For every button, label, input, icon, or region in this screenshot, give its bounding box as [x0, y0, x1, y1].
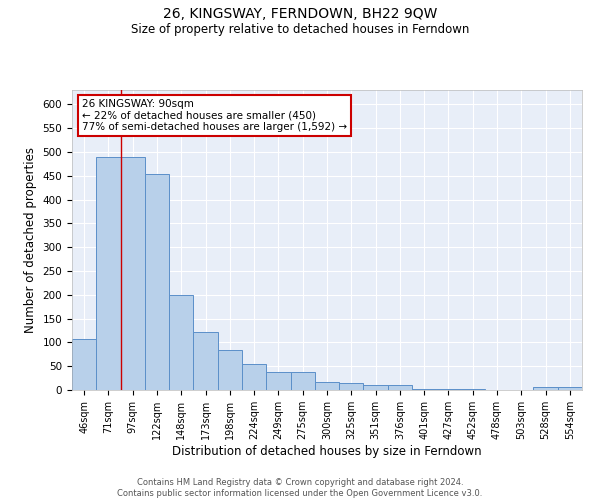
- Text: Contains HM Land Registry data © Crown copyright and database right 2024.
Contai: Contains HM Land Registry data © Crown c…: [118, 478, 482, 498]
- Bar: [169, 295, 193, 390]
- Bar: [533, 387, 558, 390]
- Bar: [412, 388, 436, 390]
- Bar: [364, 385, 388, 390]
- Bar: [315, 382, 339, 390]
- Text: 26 KINGSWAY: 90sqm
← 22% of detached houses are smaller (450)
77% of semi-detach: 26 KINGSWAY: 90sqm ← 22% of detached hou…: [82, 99, 347, 132]
- Bar: [436, 388, 461, 390]
- Text: Size of property relative to detached houses in Ferndown: Size of property relative to detached ho…: [131, 22, 469, 36]
- Bar: [193, 332, 218, 390]
- Bar: [72, 339, 96, 390]
- Bar: [218, 350, 242, 390]
- X-axis label: Distribution of detached houses by size in Ferndown: Distribution of detached houses by size …: [172, 445, 482, 458]
- Bar: [96, 156, 121, 390]
- Bar: [145, 174, 169, 390]
- Bar: [339, 384, 364, 390]
- Text: 26, KINGSWAY, FERNDOWN, BH22 9QW: 26, KINGSWAY, FERNDOWN, BH22 9QW: [163, 8, 437, 22]
- Bar: [290, 372, 315, 390]
- Bar: [388, 385, 412, 390]
- Bar: [266, 372, 290, 390]
- Bar: [461, 388, 485, 390]
- Bar: [121, 156, 145, 390]
- Bar: [558, 387, 582, 390]
- Bar: [242, 364, 266, 390]
- Y-axis label: Number of detached properties: Number of detached properties: [24, 147, 37, 333]
